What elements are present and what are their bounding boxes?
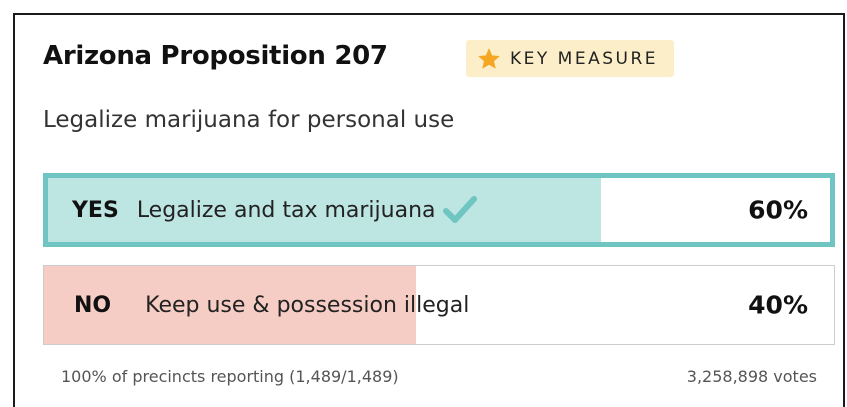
measure-title: Arizona Proposition 207 (43, 41, 388, 71)
option-description-no: Keep use & possession illegal (145, 292, 470, 318)
star-icon (478, 47, 500, 69)
result-bar-yes (48, 178, 601, 242)
measure-subtitle: Legalize marijuana for personal use (43, 107, 455, 133)
badge-label: KEY MEASURE (510, 48, 659, 69)
option-percent-yes: 60% (748, 195, 808, 225)
result-bar-no (44, 266, 417, 344)
option-label-no: NO (74, 292, 112, 318)
option-row-yes: YES Legalize and tax marijuana 60% (43, 173, 835, 247)
option-label-yes: YES (72, 197, 119, 223)
checkmark-icon (442, 196, 477, 223)
key-measure-badge: KEY MEASURE (466, 40, 675, 77)
option-percent-no: 40% (748, 290, 808, 320)
total-votes: 3,258,898 votes (686, 367, 817, 386)
results-card: Arizona Proposition 207 KEY MEASURE Lega… (13, 13, 845, 407)
option-description-yes: Legalize and tax marijuana (136, 197, 436, 223)
precincts-reporting: 100% of precincts reporting (1,489/1,489… (61, 367, 399, 386)
option-row-no: NO Keep use & possession illegal 40% (43, 265, 835, 345)
